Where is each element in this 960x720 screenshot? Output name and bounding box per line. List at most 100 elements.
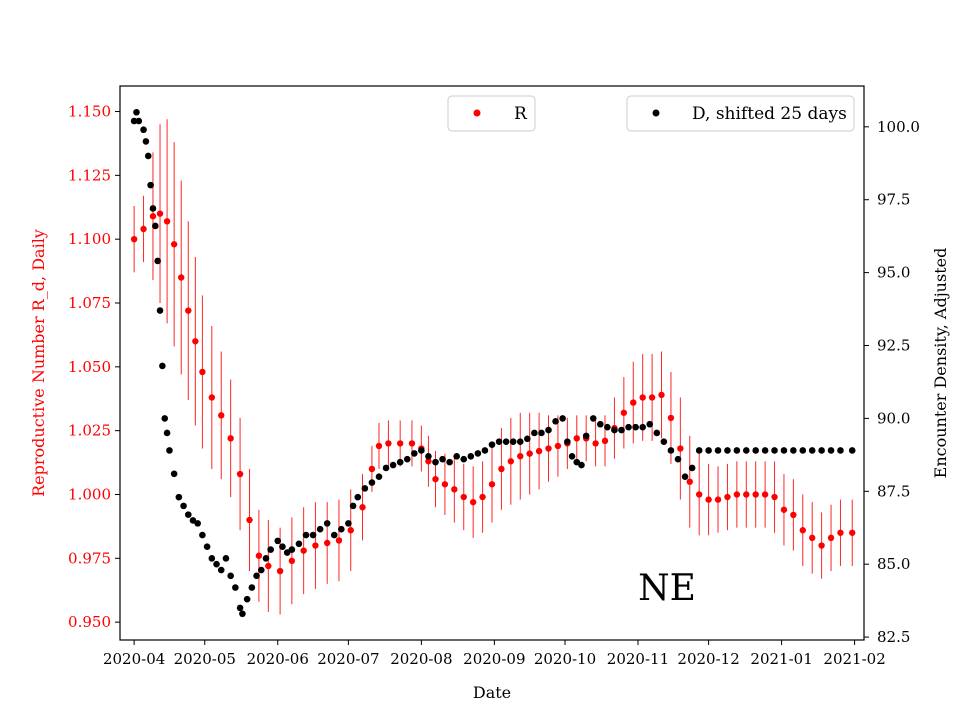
d-point [279, 543, 286, 550]
r-point [724, 493, 731, 501]
r-point [488, 481, 496, 488]
d-point [695, 447, 703, 454]
y-left-tick-label: 1.125 [68, 166, 111, 184]
d-point [361, 485, 369, 492]
d-point [375, 473, 383, 481]
x-tick-label: 2020-07 [317, 650, 379, 668]
d-point [295, 540, 303, 548]
legend-r-marker [473, 109, 481, 117]
d-point [474, 450, 482, 457]
d-point [267, 546, 274, 553]
r-point [780, 506, 788, 513]
d-point [589, 415, 597, 422]
d-point [827, 447, 835, 454]
r-point [799, 527, 806, 534]
d-point [771, 447, 778, 454]
state-annotation: NE [638, 568, 696, 609]
d-point [262, 555, 270, 562]
d-point [236, 604, 244, 612]
d-point [154, 257, 161, 265]
d-point [257, 566, 265, 574]
r-point [178, 274, 185, 281]
d-point [761, 447, 769, 454]
d-point [243, 595, 251, 603]
d-point [396, 458, 404, 466]
r-point [408, 440, 416, 447]
plot-area [130, 108, 856, 618]
x-tick-label: 2020-08 [390, 650, 452, 668]
d-point [733, 447, 741, 454]
d-point [203, 543, 211, 550]
x-tick-label: 2020-09 [463, 650, 525, 668]
d-point [170, 470, 178, 478]
d-point [425, 453, 432, 460]
d-point [175, 493, 183, 501]
legend-d: D, shifted 25 days [626, 95, 855, 132]
d-point [495, 438, 503, 446]
r-point [743, 491, 750, 498]
y-right-tick-label: 82.5 [877, 628, 910, 646]
x-tick-label: 2020-05 [174, 650, 236, 668]
d-point [660, 438, 668, 446]
r-point [246, 516, 253, 524]
d-point [222, 555, 230, 562]
d-point [752, 447, 759, 454]
d-point [674, 455, 682, 463]
x-axis: 2020-04 2020-05 2020-06 2020-07 2020-08 2020-… [103, 640, 886, 668]
y-right-tick-label: 90.0 [877, 409, 910, 427]
x-tick-label: 2020-11 [607, 650, 669, 668]
r-point [677, 445, 684, 452]
r-point [469, 498, 477, 506]
r-point [620, 409, 628, 416]
r-point [185, 307, 192, 314]
d-point [705, 447, 712, 454]
d-point [166, 447, 173, 454]
d-point [818, 447, 825, 454]
d-point [639, 423, 646, 431]
r-point [658, 391, 665, 399]
d-point [239, 610, 246, 618]
d-point [545, 426, 552, 434]
plot-frame [119, 85, 865, 641]
y-right-tick-label: 97.5 [877, 191, 910, 209]
r-point [451, 486, 458, 493]
r-point [265, 562, 272, 570]
d-point [509, 438, 517, 446]
y-right-tick-label: 92.5 [877, 337, 910, 355]
d-point [199, 531, 206, 539]
r-point [733, 491, 741, 498]
r-point [276, 567, 284, 575]
d-point [323, 520, 331, 527]
r-point [837, 529, 844, 536]
y-left-tick-label: 1.025 [68, 422, 111, 440]
d-point [144, 152, 152, 160]
d-point [481, 447, 489, 454]
d-point [345, 520, 352, 527]
r-point [199, 368, 206, 376]
r-point [460, 493, 467, 501]
d-point [248, 584, 256, 591]
d-point [516, 438, 524, 446]
d-point [446, 458, 453, 466]
d-point [559, 415, 566, 422]
d-point [604, 423, 611, 431]
r-point [507, 458, 515, 465]
r-point [761, 491, 769, 498]
r-point [818, 542, 825, 549]
d-point [142, 138, 150, 145]
y-right-tick-label: 87.5 [877, 482, 910, 500]
r-point [809, 534, 816, 542]
y-left-tick-label: 1.050 [68, 358, 111, 376]
d-point [152, 222, 159, 230]
r-point [432, 475, 439, 483]
d-point [578, 461, 585, 469]
d-point [194, 520, 201, 527]
r-point [255, 552, 263, 559]
d-point [338, 525, 345, 533]
d-point [597, 420, 604, 428]
d-point [354, 493, 362, 501]
r-point [192, 338, 199, 345]
r-point [771, 493, 778, 501]
d-point [564, 438, 571, 446]
